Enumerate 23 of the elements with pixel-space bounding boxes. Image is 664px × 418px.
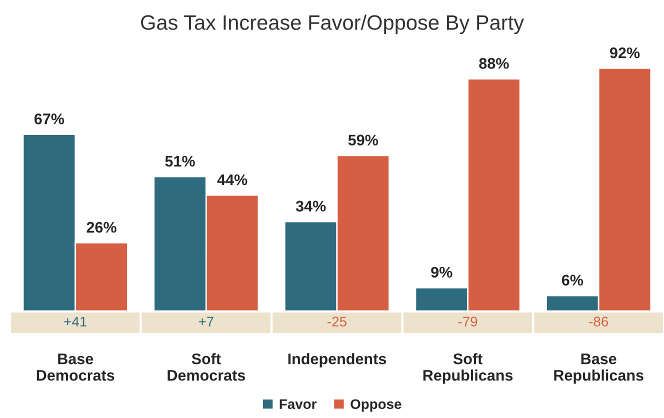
- x-tick-label: Soft Democrats: [168, 353, 246, 381]
- legend-label: Favor: [280, 399, 317, 410]
- text: +41: [64, 316, 86, 326]
- data-label: 9%: [431, 266, 452, 278]
- data-label: 67%: [34, 114, 64, 124]
- data-label: 92%: [610, 47, 640, 58]
- data-label: 51%: [165, 156, 195, 167]
- text: +7: [198, 316, 214, 326]
- data-label: 44%: [217, 174, 248, 186]
- legend-label: Oppose: [350, 399, 402, 412]
- x-tick-label: Base Republicans: [554, 354, 644, 384]
- text: -25: [328, 316, 346, 327]
- chart-title: Gas Tax Increase Favor/Oppose By Party: [141, 14, 524, 34]
- x-tick-label: Base Democrats: [36, 354, 114, 381]
- data-label: 6%: [562, 274, 584, 286]
- text: -86: [589, 316, 608, 327]
- text: -79: [458, 316, 478, 327]
- data-label: 34%: [296, 200, 326, 212]
- data-label: 59%: [348, 134, 378, 146]
- x-tick-label: Independents: [288, 353, 386, 368]
- data-label: 88%: [479, 58, 509, 69]
- data-label: 26%: [86, 222, 116, 233]
- x-tick-label: Soft Republicans: [423, 353, 513, 384]
